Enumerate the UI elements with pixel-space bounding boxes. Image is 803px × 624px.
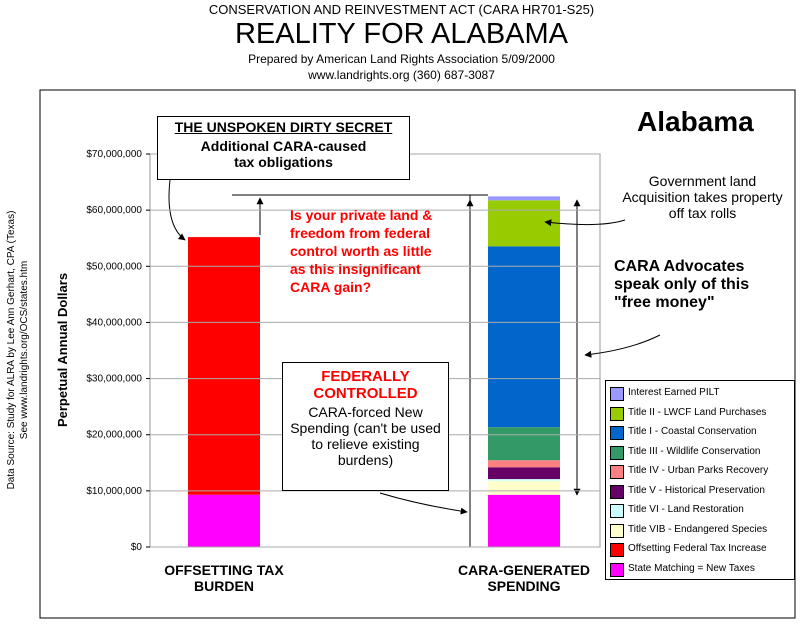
legend-swatch [610, 426, 624, 440]
bar-segment [488, 467, 560, 480]
legend-label: Title IV - Urban Parks Recovery [628, 465, 769, 476]
legend-label: State Matching = New Taxes [628, 562, 755, 574]
bar-segment [488, 460, 560, 468]
legend-swatch [610, 504, 624, 518]
title: CONSERVATION AND REINVESTMENT ACT (CARA … [208, 2, 595, 17]
advocates-note: CARA Advocates speak only of this "free … [614, 258, 750, 311]
bar-segment [488, 480, 560, 495]
federal-text: CARA-forced New Spending (can't be used … [290, 404, 441, 468]
legend-item: Title II - LWCF Land Purchases [610, 404, 794, 422]
bar-segment [488, 246, 560, 428]
y-tick-label: $50,000,000 [86, 261, 142, 272]
legend-swatch [610, 562, 624, 577]
y-tick-label: $40,000,000 [86, 317, 142, 328]
legend-label: Interest Earned PILT [628, 387, 720, 398]
legend-item: Offsetting Federal Tax Increase [610, 540, 794, 558]
y-tick-label: $10,000,000 [86, 486, 142, 497]
legend-item: Title V - Historical Preservation [610, 482, 794, 500]
legend-item: Title I - Coastal Conservation [610, 423, 794, 441]
chart-label: Alabama [637, 106, 754, 137]
y-tick-label: $60,000,000 [86, 205, 142, 216]
contact: www.landrights.org (360) 687-3087 [308, 68, 495, 82]
legend-swatch [610, 387, 624, 401]
credit: Prepared by American Land Rights Associa… [248, 52, 555, 66]
y-tick-label: $70,000,000 [86, 149, 142, 160]
bar-segment [188, 494, 260, 547]
legend-item: Interest Earned PILT [610, 384, 794, 402]
legend-label: Offsetting Federal Tax Increase [628, 543, 767, 554]
legend-item: Title VI - Land Restoration [610, 501, 794, 519]
legend-label: Title VI - Land Restoration [628, 504, 744, 515]
federal-box: FEDERALLY CONTROLLED CARA-forced New Spe… [282, 362, 449, 491]
secret-title: THE UNSPOKEN DIRTY SECRET [174, 119, 393, 135]
bar-segment [488, 427, 560, 461]
source: See www.landrights.org/OCS/states.htm [19, 261, 30, 439]
legend-swatch [610, 406, 624, 421]
arrow [584, 334, 661, 358]
legend-swatch [610, 523, 624, 538]
secret-text: Additional CARA-caused tax obligations [200, 138, 367, 170]
legend-swatch [610, 445, 624, 460]
bar-segment [488, 494, 560, 547]
legend-label: Title III - Wildlife Conservation [628, 445, 761, 457]
question: Is your private land & freedom from fede… [290, 207, 433, 295]
bar-segment [488, 479, 560, 481]
bar-segment [188, 237, 260, 495]
legend-label: Title I - Coastal Conservation [628, 426, 757, 437]
legend-swatch [610, 543, 624, 557]
x-tick-label: CARA-GENERATED SPENDING [458, 562, 590, 594]
arrow [544, 219, 626, 227]
legend: Interest Earned PILT Title II - LWCF Land… [605, 380, 795, 580]
legend-label: Title II - LWCF Land Purchases [628, 406, 767, 418]
legend-item: State Matching = New Taxes [610, 560, 794, 578]
bar-segment [488, 196, 560, 201]
subtitle: REALITY FOR ALABAMA [234, 18, 569, 50]
arrow [379, 492, 468, 515]
legend-swatch [610, 465, 624, 479]
source: Data Source: Study for ALRA by Lee Ann G… [6, 211, 17, 490]
arrow [168, 179, 186, 241]
x-tick-label: OFFSETTING TAX BURDEN [164, 562, 284, 594]
bar-segment [488, 200, 560, 247]
legend-item: Title IV - Urban Parks Recovery [610, 462, 794, 480]
acquisition-note: Government land Acquisition takes proper… [622, 173, 783, 221]
legend-label: Title VIB - Endangered Species [628, 523, 768, 535]
federal-title: FEDERALLY CONTROLLED [313, 368, 418, 402]
legend-item: Title III - Wildlife Conservation [610, 443, 794, 461]
y-axis-label: Perpetual Annual Dollars [55, 273, 70, 427]
y-tick-label: $0 [131, 542, 143, 553]
y-tick-label: $20,000,000 [86, 430, 142, 441]
legend-label: Title V - Historical Preservation [628, 484, 765, 496]
y-tick-label: $30,000,000 [86, 374, 142, 385]
legend-swatch [610, 484, 624, 499]
legend-item: Title VIB - Endangered Species [610, 521, 794, 539]
secret-box: THE UNSPOKEN DIRTY SECRET Additional CAR… [157, 116, 410, 180]
